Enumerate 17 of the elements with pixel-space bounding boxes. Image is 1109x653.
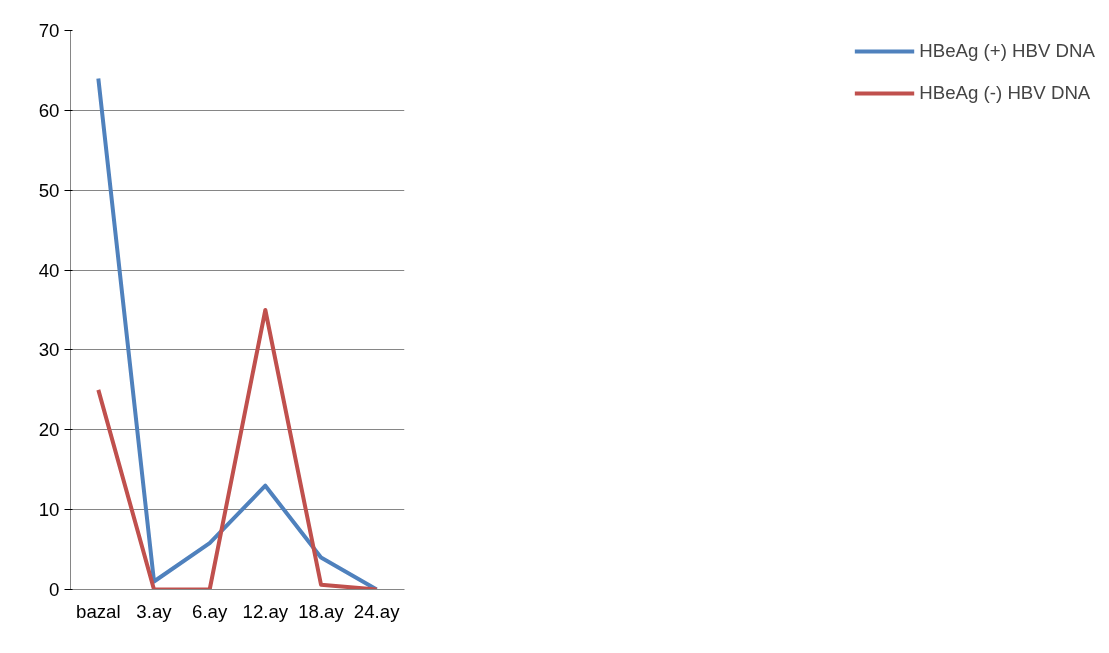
x-tick-label: 12.ay — [242, 600, 289, 622]
y-tick-label: 60 — [38, 99, 60, 121]
y-tick-label: 20 — [38, 419, 60, 441]
x-tick-label: bazal — [76, 600, 121, 622]
y-tick-label: 30 — [38, 339, 60, 361]
x-tick-label: 24.ay — [353, 600, 401, 622]
y-tick-label: 0 — [49, 579, 60, 600]
x-tick-label: 18.ay — [298, 600, 345, 622]
legend-label: HBeAg (+) HBV DNA — [919, 40, 1095, 62]
x-tick-label: 3.ay — [136, 600, 173, 622]
y-tick-label: 70 — [38, 20, 60, 41]
y-tick-label: 40 — [38, 259, 60, 281]
y-tick-label: 10 — [38, 499, 60, 521]
line-series — [96, 308, 379, 590]
y-tick-label: 50 — [38, 179, 60, 201]
legend-label: HBeAg (-) HBV DNA — [919, 82, 1091, 104]
x-tick-label: 6.ay — [192, 600, 228, 622]
